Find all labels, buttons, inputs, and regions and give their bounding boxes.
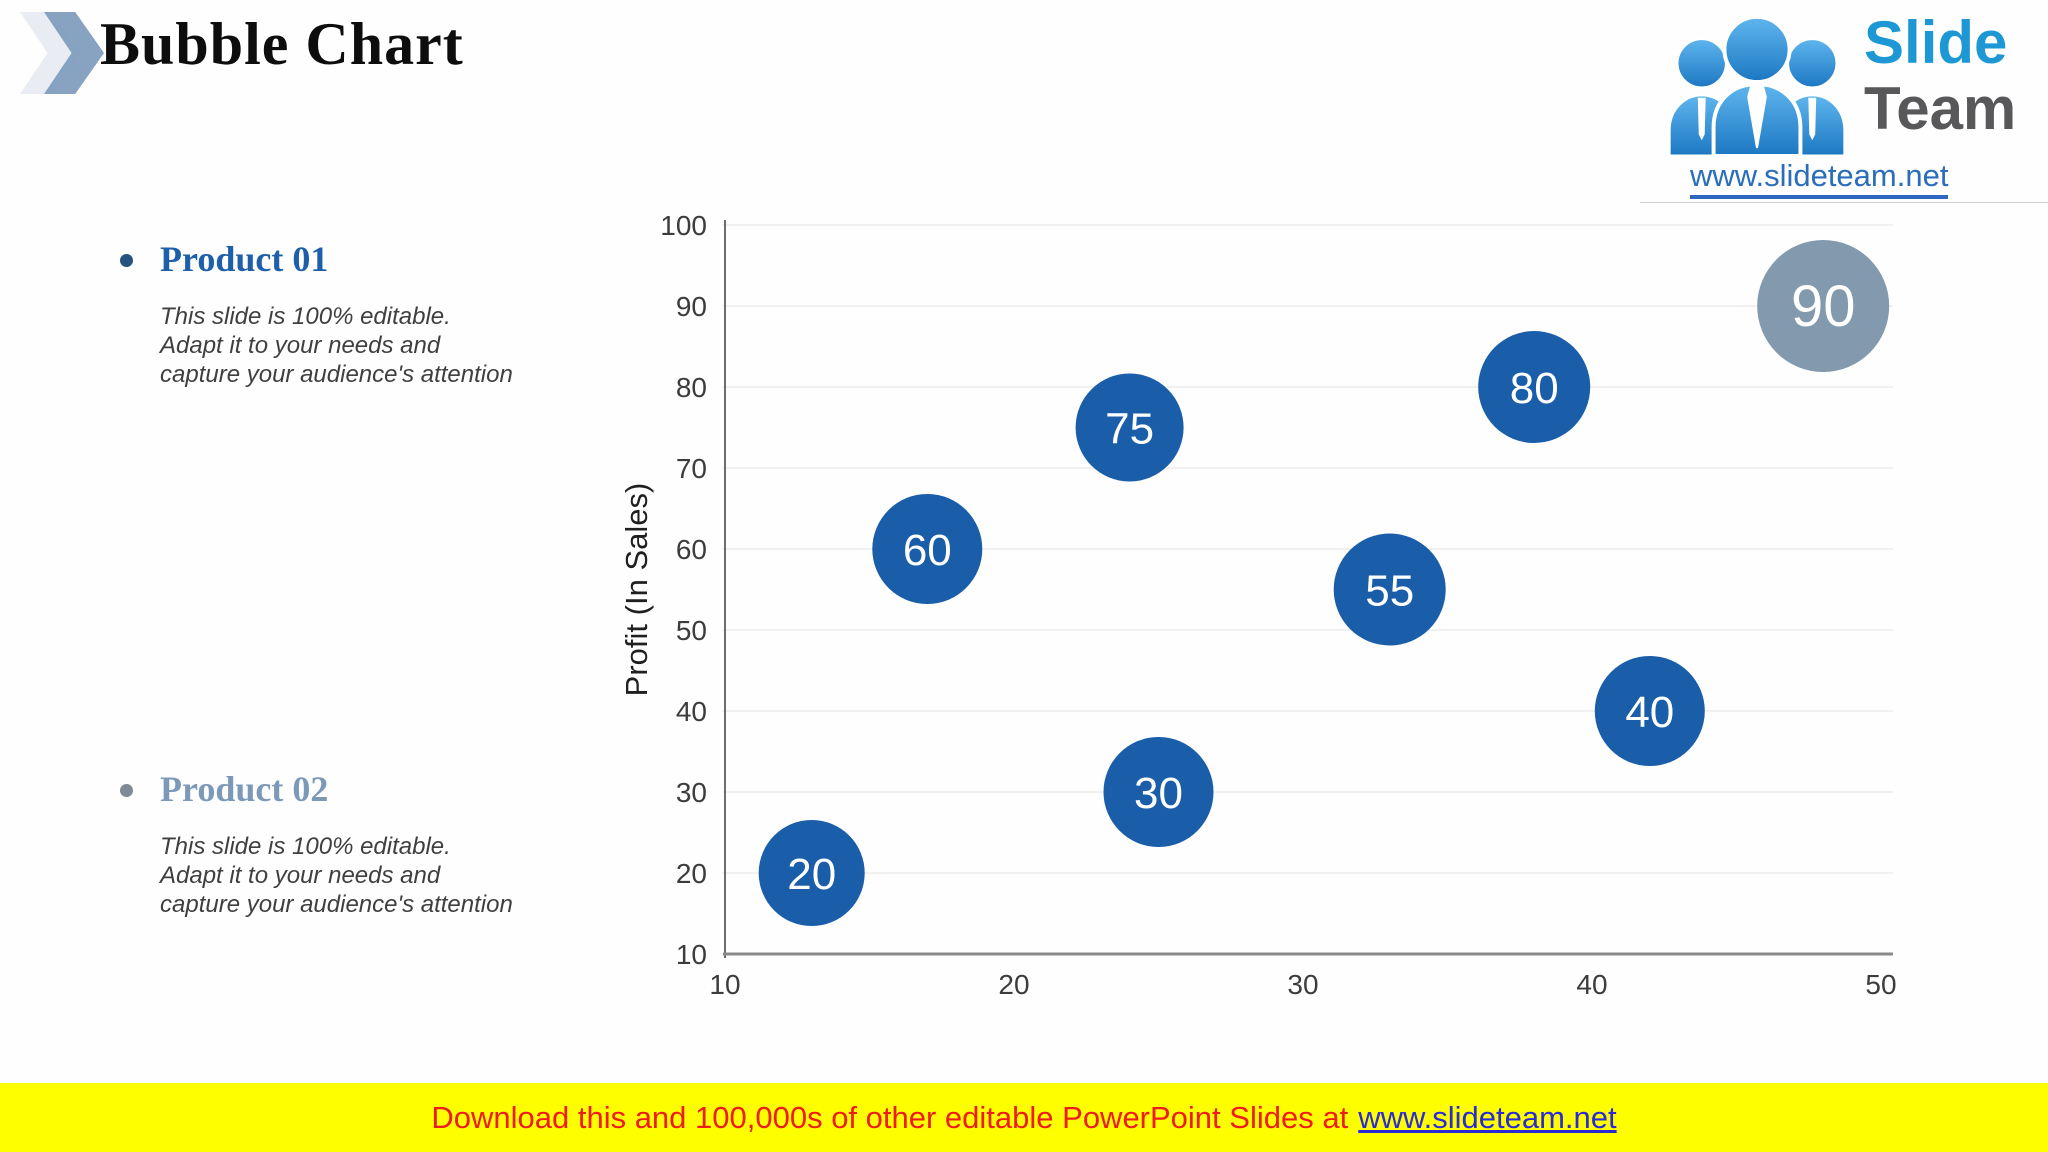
- logo-word-slide: Slide: [1864, 9, 2008, 76]
- bubble-label: 75: [1105, 405, 1154, 454]
- logo-divider: [1640, 202, 2048, 203]
- product-01-block: Product 01 This slide is 100% editable. …: [112, 238, 542, 389]
- bubble-20[interactable]: [758, 820, 865, 926]
- y-tick-label: 80: [676, 372, 707, 403]
- x-tick-label: 50: [1865, 969, 1896, 1000]
- y-tick-label: 30: [676, 777, 707, 808]
- y-tick-label: 60: [676, 534, 707, 565]
- bubble-label: 60: [903, 526, 952, 575]
- logo-wordmark: Slide Team: [1864, 10, 2016, 142]
- bubble-75[interactable]: [1075, 373, 1184, 482]
- bubble-label: 20: [787, 850, 836, 899]
- y-tick-label: 50: [676, 615, 707, 646]
- footer-text: Download this and 100,000s of other edit…: [431, 1099, 1349, 1135]
- y-tick-label: 70: [676, 453, 707, 484]
- product-01-body: This slide is 100% editable. Adapt it to…: [160, 303, 513, 388]
- y-tick-label: 40: [676, 696, 707, 727]
- product-02-heading: Product 02: [160, 769, 329, 809]
- y-tick-label: 90: [676, 291, 707, 322]
- slideteam-logo: Slide Team www.slideteam.net: [1640, 0, 2048, 210]
- y-tick-label: 20: [676, 858, 707, 889]
- bubble-label: 55: [1365, 567, 1414, 616]
- bubble-label: 40: [1625, 688, 1674, 737]
- bubble-40[interactable]: [1594, 656, 1705, 766]
- bubble-chart: 10 20 30 40 50 60 70 80 90 100 10 20 30 40 50 Profit (I…: [619, 210, 1897, 1000]
- bubble-30[interactable]: [1103, 737, 1214, 847]
- bubble-55[interactable]: [1333, 533, 1446, 646]
- product-02-body: This slide is 100% editable. Adapt it to…: [160, 833, 513, 918]
- x-tick-label: 10: [709, 969, 740, 1000]
- logo-word-team: Team: [1864, 75, 2017, 142]
- title-chevron-icon: [12, 10, 122, 96]
- bubble-label: 30: [1134, 769, 1183, 818]
- footer-link[interactable]: www.slideteam.net: [1358, 1099, 1617, 1135]
- people-icon: [1667, 14, 1847, 158]
- y-axis-title: Profit (In Sales): [619, 483, 654, 697]
- x-tick-label: 20: [998, 969, 1029, 1000]
- page-title: Bubble Chart: [100, 11, 464, 77]
- y-tick-label: 100: [660, 210, 707, 241]
- x-tick-label: 40: [1576, 969, 1607, 1000]
- x-tick-label: 30: [1287, 969, 1318, 1000]
- product-02-block: Product 02 This slide is 100% editable. …: [112, 768, 542, 919]
- bullet-icon: [120, 784, 133, 797]
- bubble-90[interactable]: [1757, 240, 1890, 372]
- footer-banner: Download this and 100,000s of other edit…: [0, 1083, 2048, 1152]
- product-01-heading: Product 01: [160, 239, 329, 279]
- bubble-label: 90: [1791, 274, 1856, 339]
- y-tick-label: 10: [676, 939, 707, 970]
- bubble-label: 80: [1510, 364, 1559, 413]
- logo-link[interactable]: www.slideteam.net: [1690, 158, 1949, 199]
- bullet-icon: [120, 254, 133, 267]
- bubble-60[interactable]: [872, 494, 983, 604]
- bubble-80[interactable]: [1478, 331, 1591, 443]
